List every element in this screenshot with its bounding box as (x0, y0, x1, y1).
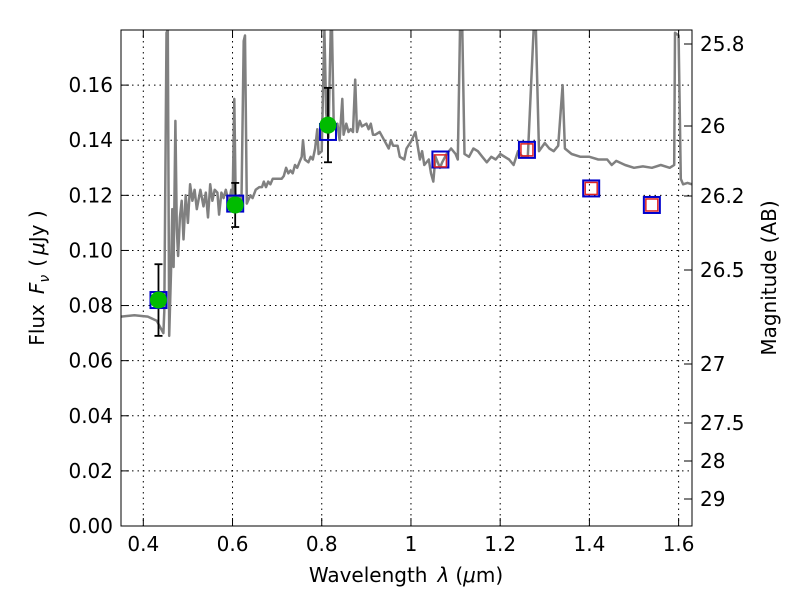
y-axis-label: Flux Fν ( μJy ) (25, 210, 53, 345)
x-tick-label: 0.4 (127, 532, 159, 556)
right-tick-label: 26.2 (700, 184, 745, 208)
marker-series (149, 116, 661, 310)
y-tick-label: 0.00 (68, 514, 113, 538)
y-axis-label-unit-mu: μ (25, 242, 49, 256)
observed-photometry-point (149, 291, 167, 309)
predicted-photometry-marker (433, 154, 448, 168)
right-tick-label: 27.5 (700, 411, 745, 435)
model-photometry-marker (582, 179, 601, 198)
right-tick-label: 27 (700, 352, 725, 376)
y-tick-label: 0.16 (68, 73, 113, 97)
x-tick-label: 1.4 (573, 532, 605, 556)
y-axis-label-unit-right: Jy ) (25, 210, 49, 244)
model-photometry-marker (517, 140, 536, 159)
right-axis-label: Magnitude (AB) (757, 200, 781, 355)
grid-lines (121, 30, 692, 526)
plot-frame (120, 29, 693, 527)
predicted-photometry-marker (584, 181, 598, 196)
x-tick-label: 1 (405, 532, 418, 556)
right-tick-label: 25.8 (700, 32, 745, 56)
axis-ticks: 0.4 0.6 0.8 1 1.2 1.4 1.6 0.00 0.02 0.04 0.06 0.08 0… (68, 30, 745, 556)
predicted-photometry-marker (645, 198, 659, 212)
x-tick-label: 1.2 (484, 532, 516, 556)
right-tick-label: 26 (700, 114, 725, 138)
x-axis-label-unit-right: m) (476, 563, 503, 587)
right-tick-label: 29 (700, 487, 725, 511)
x-tick-label: 0.6 (217, 532, 249, 556)
y-tick-label: 0.06 (68, 349, 113, 373)
y-axis-label-unit-left: ( (25, 259, 49, 267)
right-tick-label: 26.5 (700, 258, 745, 282)
y-axis-label-symbol: F (25, 282, 49, 294)
y-axis-label-word: Flux (25, 304, 49, 346)
spectrum-series (121, 30, 692, 338)
y-axis-label-subscript: ν (37, 275, 53, 283)
y-tick-label: 0.10 (68, 238, 113, 262)
observed-photometry-point (319, 116, 337, 134)
y-tick-label: 0.12 (68, 183, 113, 207)
predicted-photometry-marker (520, 143, 534, 157)
x-axis-label-unit-left: ( (455, 563, 463, 587)
x-axis-label-unit-mu: μ (462, 563, 476, 587)
x-axis-label-symbol: λ (436, 563, 449, 587)
y-tick-label: 0.14 (68, 128, 113, 152)
x-tick-label: 1.6 (663, 532, 695, 556)
right-tick-label: 28 (700, 449, 725, 473)
x-axis-label-word: Wavelength (309, 563, 428, 587)
y-tick-label: 0.04 (68, 404, 113, 428)
y-tick-label: 0.02 (68, 459, 113, 483)
model-photometry-marker (642, 195, 661, 214)
x-axis-label: Wavelength λ (μm) (309, 563, 503, 587)
spectrum-line (121, 30, 692, 338)
y-tick-label: 0.08 (68, 294, 113, 318)
observed-photometry-point (226, 196, 244, 214)
x-tick-label: 0.8 (306, 532, 338, 556)
